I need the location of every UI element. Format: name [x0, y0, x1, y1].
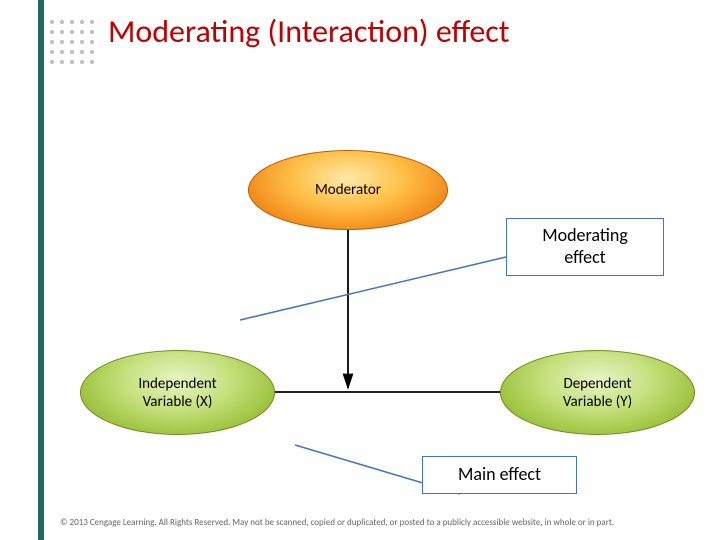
main-effect-callout: Main effect: [422, 456, 577, 494]
copyright-footer: © 2013 Cengage Learning. All Rights Rese…: [60, 517, 614, 528]
moderator-node: Moderator: [248, 150, 448, 230]
independent-variable-node: Independent Variable (X): [80, 350, 275, 435]
moderating-label-2: effect: [542, 247, 628, 269]
dependent-variable-node: Dependent Variable (Y): [500, 350, 695, 435]
slide-title: Moderating (Interaction) effect: [108, 12, 510, 51]
left-accent-stripe: [38, 0, 44, 540]
moderating-label-1: Moderating: [542, 225, 628, 247]
independent-label-1: Independent: [138, 375, 216, 393]
dependent-label-1: Dependent: [563, 375, 632, 393]
dependent-label-2: Variable (Y): [563, 393, 632, 411]
moderating-effect-callout: Moderating effect: [506, 218, 664, 276]
decorative-dot-grid: [50, 20, 96, 66]
independent-label-2: Variable (X): [138, 393, 216, 411]
moderator-label: Moderator: [315, 181, 381, 199]
main-effect-label: Main effect: [458, 464, 541, 486]
